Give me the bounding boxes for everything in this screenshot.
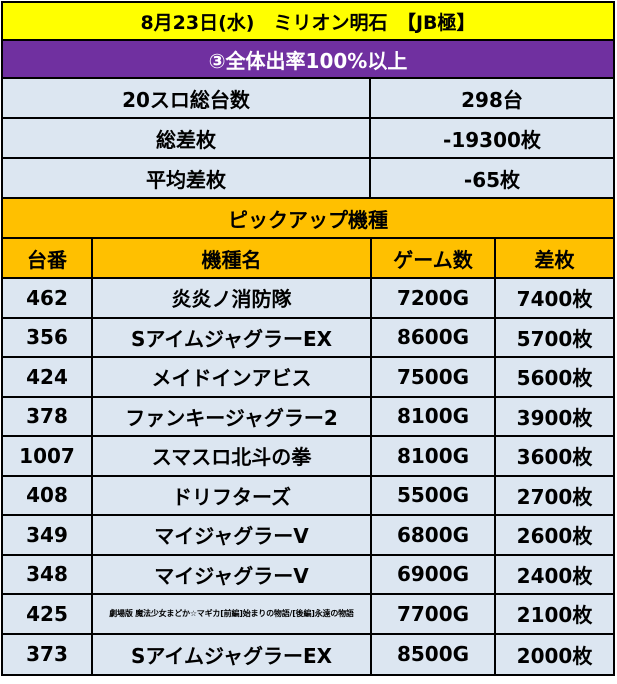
machine-number: 349 <box>26 522 68 547</box>
game-count: 8600G <box>370 318 494 356</box>
title-row: 8月23日(水) ミリオン明石 【JB極】 <box>3 3 613 41</box>
machine-number: 356 <box>26 325 68 350</box>
machine-name: ドリフターズ <box>91 476 370 514</box>
machine-name: 劇場版 魔法少女まどか☆マギカ[前編]始まりの物語/[後編]永遠の物語 <box>91 595 370 633</box>
column-header-diff: 差枚 <box>494 239 613 277</box>
table-row: 373 SアイムジャグラーEX 8500G 2000枚 <box>3 634 613 674</box>
machine-name: スマスロ北斗の拳 <box>91 437 370 475</box>
coin-difference: 7400枚 <box>494 279 613 317</box>
coin-difference: 2700枚 <box>494 476 613 514</box>
game-count: 8100G <box>370 397 494 435</box>
game-count: 8500G <box>370 634 494 674</box>
pickup-title-row: ピックアップ機種 <box>3 199 613 239</box>
game-count: 6800G <box>370 516 494 554</box>
game-count: 7500G <box>370 358 494 396</box>
subtitle-row: ③全体出率100%以上 <box>3 41 613 79</box>
column-header-games: ゲーム数 <box>370 239 494 277</box>
page-title: 8月23日(水) ミリオン明石 【JB極】 <box>140 11 476 34</box>
game-count: 8100G <box>370 437 494 475</box>
coin-difference: 3600枚 <box>494 437 613 475</box>
machine-number: 425 <box>26 601 68 626</box>
summary-row: 総差枚 -19300枚 <box>3 119 613 159</box>
column-header-number: 台番 <box>27 247 67 272</box>
coin-difference: 2000枚 <box>494 634 613 674</box>
game-count: 7200G <box>370 279 494 317</box>
game-count: 6900G <box>370 555 494 593</box>
table-row: 349 マイジャグラーV 6800G 2600枚 <box>3 516 613 556</box>
machine-number: 424 <box>26 364 68 389</box>
summary-label: 平均差枚 <box>146 167 226 192</box>
event-subtitle: ③全体出率100%以上 <box>208 48 408 73</box>
coin-difference: 3900枚 <box>494 397 613 435</box>
machine-number: 378 <box>26 404 68 429</box>
machine-number: 462 <box>26 285 68 310</box>
table-row: 408 ドリフターズ 5500G 2700枚 <box>3 476 613 516</box>
summary-row: 平均差枚 -65枚 <box>3 159 613 199</box>
table-row: 1007 スマスロ北斗の拳 8100G 3600枚 <box>3 437 613 477</box>
table-row: 462 炎炎ノ消防隊 7200G 7400枚 <box>3 279 613 319</box>
summary-label: 20スロ総台数 <box>122 87 250 112</box>
summary-value: -65枚 <box>369 159 613 197</box>
machine-name: マイジャグラーV <box>91 516 370 554</box>
machine-name: SアイムジャグラーEX <box>91 634 370 674</box>
machine-number: 408 <box>26 483 68 508</box>
machine-name: マイジャグラーV <box>91 555 370 593</box>
column-header-machine: 機種名 <box>91 239 370 277</box>
coin-difference: 2100枚 <box>494 595 613 633</box>
machine-name: ファンキージャグラー2 <box>91 397 370 435</box>
column-header-row: 台番 機種名 ゲーム数 差枚 <box>3 239 613 279</box>
machine-name: メイドインアビス <box>91 358 370 396</box>
machine-number: 1007 <box>19 443 75 468</box>
summary-row: 20スロ総台数 298台 <box>3 79 613 119</box>
coin-difference: 5700枚 <box>494 318 613 356</box>
summary-value: 298台 <box>369 79 613 117</box>
machine-number: 348 <box>26 562 68 587</box>
machine-name: 炎炎ノ消防隊 <box>91 279 370 317</box>
pickup-title: ピックアップ機種 <box>228 207 388 232</box>
table-row: 378 ファンキージャグラー2 8100G 3900枚 <box>3 397 613 437</box>
game-count: 5500G <box>370 476 494 514</box>
coin-difference: 2600枚 <box>494 516 613 554</box>
machine-number: 373 <box>26 642 68 667</box>
summary-value: -19300枚 <box>369 119 613 157</box>
machine-name: SアイムジャグラーEX <box>91 318 370 356</box>
game-count: 7700G <box>370 595 494 633</box>
summary-label: 総差枚 <box>156 127 216 152</box>
coin-difference: 5600枚 <box>494 358 613 396</box>
table-row: 356 SアイムジャグラーEX 8600G 5700枚 <box>3 318 613 358</box>
table-row: 424 メイドインアビス 7500G 5600枚 <box>3 358 613 398</box>
table-row: 348 マイジャグラーV 6900G 2400枚 <box>3 555 613 595</box>
coin-difference: 2400枚 <box>494 555 613 593</box>
table-row: 425 劇場版 魔法少女まどか☆マギカ[前編]始まりの物語/[後編]永遠の物語 … <box>3 595 613 635</box>
